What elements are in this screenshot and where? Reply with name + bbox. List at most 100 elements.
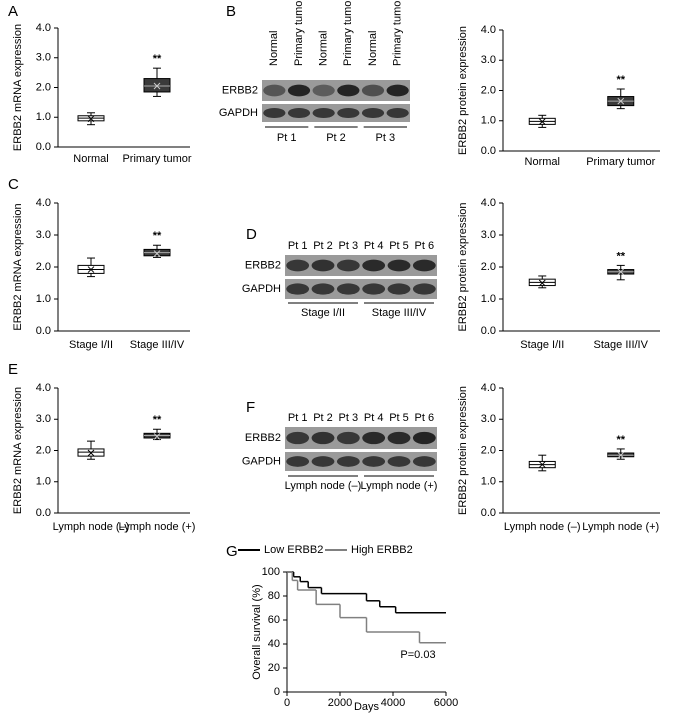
mean-marker bbox=[87, 266, 95, 273]
y-tick-label: 60 bbox=[268, 614, 280, 626]
row-label: ERBB2 bbox=[222, 84, 258, 96]
band bbox=[311, 259, 335, 272]
significance: ** bbox=[153, 53, 162, 65]
mean-marker bbox=[538, 279, 546, 287]
band bbox=[336, 283, 360, 295]
mean-marker bbox=[538, 461, 546, 468]
x-tick-label: Lymph node (–) bbox=[504, 521, 581, 533]
lane-label: Pt 2 bbox=[313, 412, 333, 424]
band bbox=[387, 431, 411, 445]
y-axis-label: ERBB2 protein expression bbox=[457, 386, 469, 515]
y-tick-label: 0.0 bbox=[481, 325, 496, 337]
band bbox=[412, 431, 436, 445]
group-label: Stage I/II bbox=[301, 307, 345, 319]
x-tick-label: 4000 bbox=[381, 697, 405, 709]
band bbox=[263, 107, 286, 119]
band bbox=[386, 84, 409, 97]
band bbox=[412, 456, 436, 467]
band bbox=[337, 84, 360, 97]
mean-stroke bbox=[617, 451, 625, 459]
band bbox=[362, 431, 386, 445]
significance: ** bbox=[616, 74, 625, 86]
x-tick-label: Stage III/IV bbox=[594, 339, 649, 351]
band bbox=[312, 84, 335, 97]
y-tick-label: 0.0 bbox=[36, 507, 51, 519]
group-label: Pt 2 bbox=[326, 132, 346, 144]
lane-label: Primary tumor bbox=[392, 0, 404, 66]
panel-label: D bbox=[246, 226, 257, 243]
band bbox=[361, 107, 385, 119]
y-tick-label: 3.0 bbox=[36, 229, 51, 241]
group-label: Lymph node (+) bbox=[361, 480, 438, 492]
y-tick-label: 1.0 bbox=[36, 476, 51, 488]
panel-label: E bbox=[8, 361, 18, 378]
lane-label: Pt 6 bbox=[415, 412, 435, 424]
panel-label: B bbox=[226, 3, 236, 20]
mean-marker bbox=[153, 82, 161, 90]
band bbox=[286, 259, 310, 272]
mean-marker bbox=[617, 451, 625, 459]
lane-label: Primary tumor bbox=[342, 0, 354, 66]
y-tick-label: 2.0 bbox=[36, 444, 51, 456]
y-axis-label: ERBB2 mRNA expression bbox=[12, 387, 24, 514]
mean-stroke bbox=[153, 82, 161, 90]
mean-marker bbox=[538, 118, 546, 126]
mean-stroke bbox=[538, 118, 546, 126]
y-tick-label: 100 bbox=[262, 566, 280, 578]
lane-label: Primary tumor bbox=[293, 0, 305, 66]
band bbox=[362, 456, 386, 467]
y-tick-label: 1.0 bbox=[481, 476, 496, 488]
band bbox=[337, 107, 360, 119]
mean-stroke bbox=[538, 279, 546, 287]
y-axis-label: ERBB2 mRNA expression bbox=[12, 24, 24, 151]
band bbox=[362, 259, 386, 272]
band bbox=[387, 259, 411, 272]
y-tick-label: 1.0 bbox=[36, 111, 51, 123]
x-tick-label: Lymph node (+) bbox=[119, 521, 196, 533]
x-tick-label: Primary tumor bbox=[586, 156, 655, 168]
band bbox=[286, 431, 310, 445]
y-tick-label: 0.0 bbox=[36, 325, 51, 337]
y-axis-label: Overall survival (%) bbox=[251, 584, 263, 679]
y-tick-label: 1.0 bbox=[36, 293, 51, 305]
p-value: P=0.03 bbox=[400, 649, 435, 661]
band bbox=[362, 283, 386, 295]
significance: ** bbox=[153, 414, 162, 426]
y-tick-label: 4.0 bbox=[481, 24, 496, 36]
y-tick-label: 0 bbox=[274, 686, 280, 698]
band bbox=[387, 456, 411, 467]
lane-label: Normal bbox=[268, 31, 280, 66]
lane-label: Normal bbox=[367, 31, 379, 66]
band bbox=[311, 431, 335, 445]
band bbox=[311, 283, 335, 295]
lane-label: Pt 1 bbox=[288, 412, 308, 424]
y-tick-label: 4.0 bbox=[481, 197, 496, 209]
band bbox=[387, 283, 411, 295]
legend-label: High ERBB2 bbox=[351, 544, 413, 556]
panel-label: C bbox=[8, 176, 19, 193]
box bbox=[143, 78, 171, 93]
x-tick-label: Stage I/II bbox=[520, 339, 564, 351]
y-tick-label: 4.0 bbox=[36, 382, 51, 394]
band bbox=[286, 456, 310, 467]
significance: ** bbox=[153, 230, 162, 242]
y-tick-label: 2.0 bbox=[481, 84, 496, 96]
mean-marker bbox=[153, 433, 161, 440]
band bbox=[412, 259, 436, 272]
y-tick-label: 3.0 bbox=[481, 413, 496, 425]
mean-marker bbox=[617, 268, 625, 276]
mean-stroke bbox=[153, 433, 161, 440]
mean-stroke bbox=[617, 268, 625, 276]
mean-stroke bbox=[87, 115, 95, 123]
panel-label: F bbox=[246, 399, 255, 416]
y-axis-label: ERBB2 protein expression bbox=[457, 202, 469, 331]
lane-label: Normal bbox=[318, 31, 330, 66]
group-label: Pt 1 bbox=[277, 132, 297, 144]
y-tick-label: 3.0 bbox=[481, 229, 496, 241]
band bbox=[287, 107, 311, 119]
mean-marker bbox=[87, 449, 95, 457]
x-tick-label: Normal bbox=[73, 153, 108, 165]
mean-stroke bbox=[538, 461, 546, 468]
mean-stroke bbox=[153, 250, 161, 257]
